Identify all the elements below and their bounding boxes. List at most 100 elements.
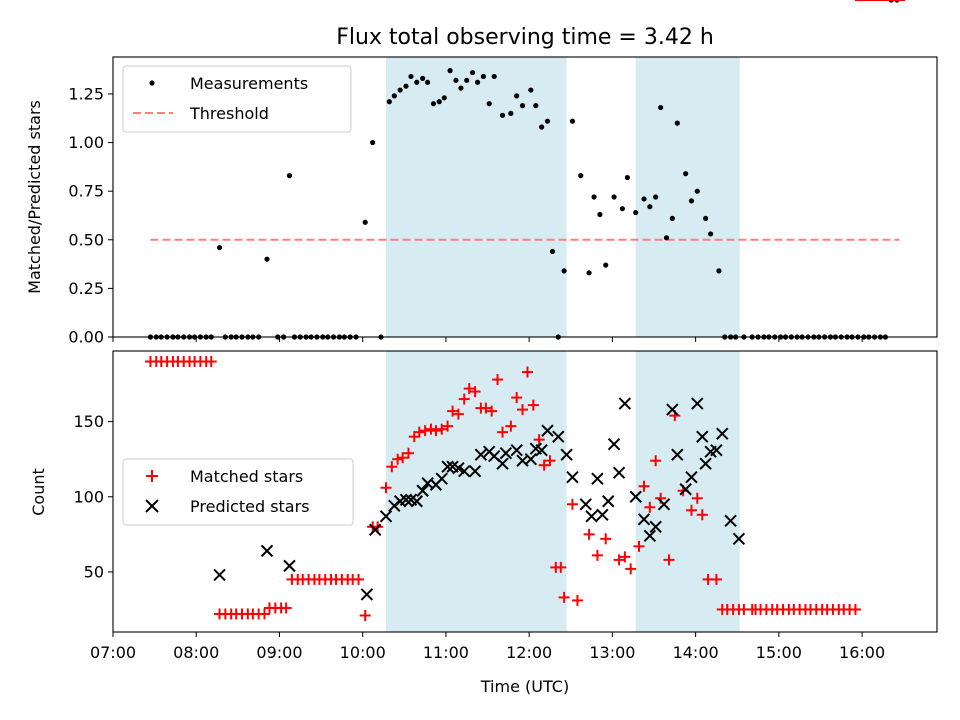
measurement-point xyxy=(603,262,609,268)
predicted-star-point xyxy=(591,472,604,485)
measurement-point xyxy=(474,79,481,85)
matched-star-point xyxy=(633,540,645,552)
matched-star-point xyxy=(650,455,662,467)
top-y-tick-label: 1.00 xyxy=(68,133,104,152)
bottom-y-tick-label: 150 xyxy=(73,412,104,431)
predicted-star-point xyxy=(724,514,737,528)
measurement-point xyxy=(647,204,653,210)
predicted-star-point xyxy=(679,483,692,496)
predicted-star-point xyxy=(552,430,565,443)
top-y-ticks: 0.00 0.25 0.50 0.75 1.00 1.25 xyxy=(68,84,113,347)
predicted-star-point xyxy=(510,443,523,457)
measurement-point xyxy=(441,95,447,101)
matched-star-point xyxy=(555,561,567,573)
measurement-point xyxy=(641,196,647,202)
matched-star-point xyxy=(469,386,481,398)
predicted-star-point xyxy=(399,493,413,506)
measurement-point xyxy=(544,118,551,124)
matched-star-point xyxy=(696,509,708,521)
legend-matched-marker xyxy=(146,470,158,482)
measurement-point xyxy=(586,270,592,276)
bottom-shaded-intervals xyxy=(386,351,740,632)
legend-measurements-marker xyxy=(149,80,155,86)
matched-star-point xyxy=(458,393,470,405)
measurement-point xyxy=(464,77,470,83)
measurement-point xyxy=(486,101,492,107)
predicted-star-point xyxy=(541,424,554,437)
predicted-star-point xyxy=(435,472,448,485)
top-shaded-intervals xyxy=(386,57,740,337)
matched-star-point xyxy=(691,492,703,504)
measurement-point xyxy=(499,112,506,118)
predicted-star-point xyxy=(283,559,296,573)
predicted-star-point xyxy=(602,495,615,508)
matched-star-point xyxy=(538,459,550,471)
predicted-star-point xyxy=(458,465,471,478)
matched-star-point xyxy=(591,549,603,561)
measurement-point xyxy=(386,99,392,105)
chart-title: Flux total observing time = 3.42 h xyxy=(336,25,714,50)
predicted-star-point xyxy=(629,490,642,503)
measurement-point xyxy=(391,93,397,99)
predicted-star-point xyxy=(468,465,482,478)
measurement-point xyxy=(469,69,476,76)
measurement-point xyxy=(447,68,453,74)
measurement-point xyxy=(633,209,639,216)
measurement-point xyxy=(653,194,659,200)
matched-star-point xyxy=(849,603,861,615)
predicted-star-point xyxy=(637,513,651,526)
measurement-point xyxy=(491,73,497,80)
predicted-star-point xyxy=(585,510,598,523)
measurement-point xyxy=(716,268,722,274)
top-y-tick-label: 0.50 xyxy=(68,230,104,249)
matched-star-point xyxy=(392,453,404,465)
matched-star-point xyxy=(533,434,545,446)
x-tick-label: 14:00 xyxy=(673,643,719,662)
matched-star-point xyxy=(386,461,398,473)
top-legend-box xyxy=(122,65,352,133)
legend-predicted-label: Predicted stars xyxy=(190,497,310,516)
measurement-point xyxy=(703,215,709,221)
matched-star-point xyxy=(413,426,425,438)
bottom-y-ticks: 50 100 150 xyxy=(73,412,113,581)
matched-star-point xyxy=(685,504,697,516)
predicted-star-point xyxy=(649,520,662,534)
matched-star-point xyxy=(619,551,631,563)
measurement-point xyxy=(624,174,630,181)
measurement-point xyxy=(663,235,670,241)
matched-star-point xyxy=(425,423,437,435)
top-x-ticks xyxy=(112,337,863,342)
matched-star-point xyxy=(447,405,459,417)
predicted-star-point xyxy=(579,498,592,511)
x-tick-label: 10:00 xyxy=(340,643,386,662)
measurement-point xyxy=(370,139,376,146)
predicted-star-point xyxy=(685,471,698,484)
measurement-point xyxy=(569,118,576,124)
matched-star-point xyxy=(463,383,475,395)
measurement-point xyxy=(420,75,426,81)
matched-star-point xyxy=(359,609,371,621)
matched-star-point xyxy=(566,498,578,510)
bottom-legend: Matched stars Predicted stars xyxy=(122,458,354,526)
bottom-y-tick-label: 100 xyxy=(73,487,104,506)
matched-star-point xyxy=(397,452,409,464)
measurement-point xyxy=(458,85,464,91)
matched-star-point xyxy=(492,374,504,386)
predicted-star-point xyxy=(671,448,684,461)
matched-star-point xyxy=(521,366,533,378)
shaded-interval-1 xyxy=(386,57,567,337)
x-tick-label: 16:00 xyxy=(839,643,885,662)
measurement-point xyxy=(669,215,675,221)
predicted-star-point xyxy=(560,448,573,461)
matched-star-point xyxy=(517,404,529,416)
x-axis-label: Time (UTC) xyxy=(480,677,569,696)
matched-star-point xyxy=(280,602,292,614)
bottom-x-ticks: 07:00 08:00 09:00 10:00 11:00 12:00 13:00 14:00… xyxy=(90,632,885,662)
measurement-point xyxy=(453,77,459,83)
predicted-star-point xyxy=(441,460,454,473)
top-y-tick-label: 1.25 xyxy=(68,84,104,103)
top-y-tick-label: 0.25 xyxy=(68,279,104,298)
matched-star-point xyxy=(380,482,392,494)
matched-star-point xyxy=(480,402,492,414)
measurement-point xyxy=(658,104,664,111)
